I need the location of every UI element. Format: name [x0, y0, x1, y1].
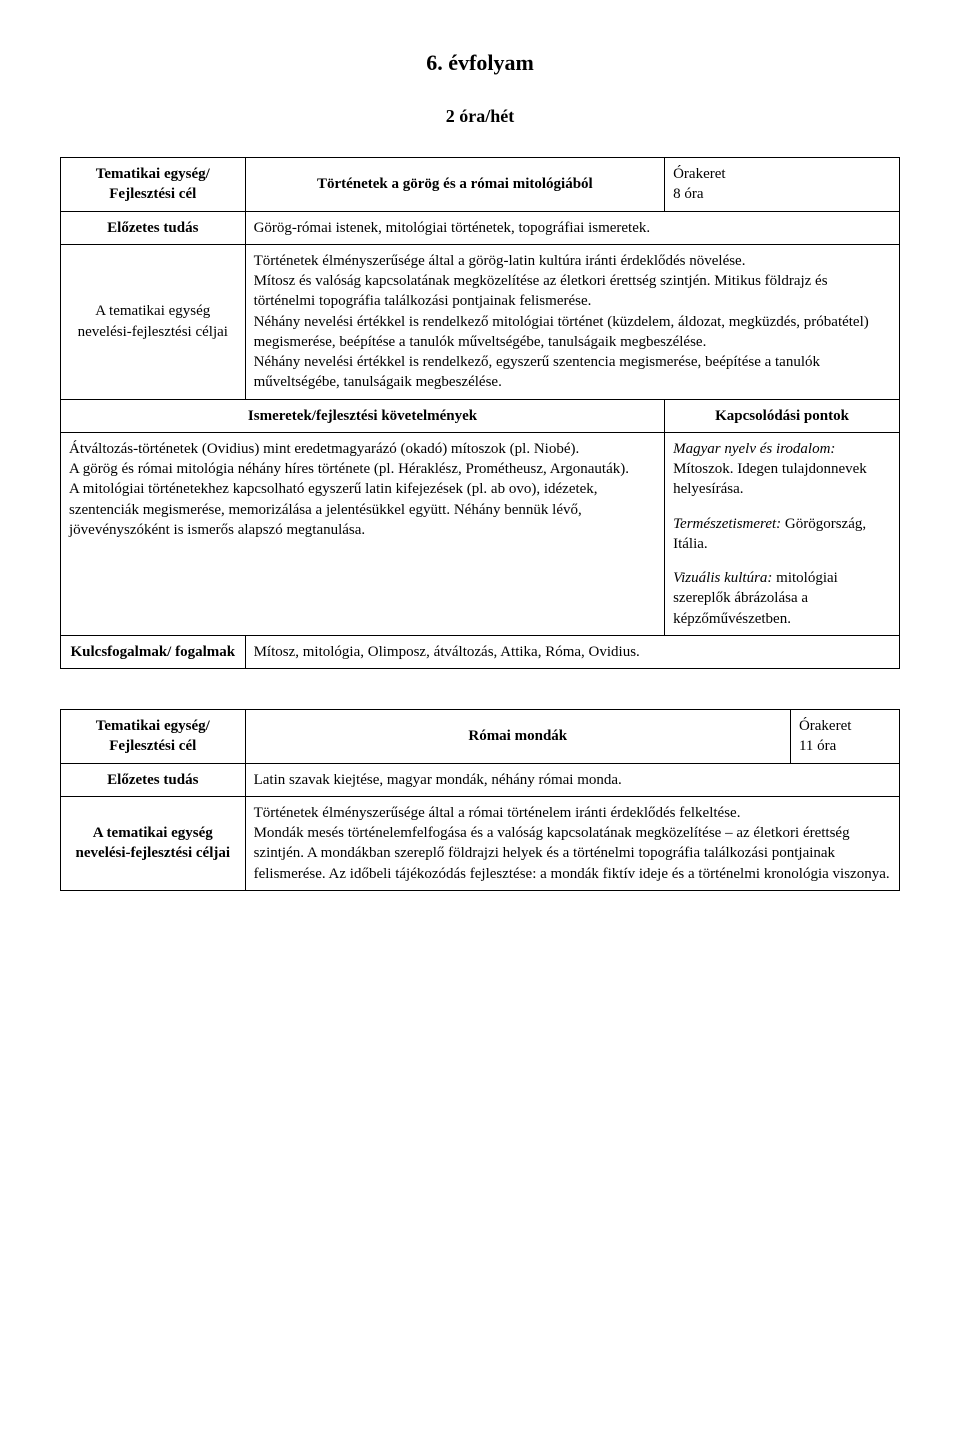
t2-row3-label: A tematikai egység nevelési-fejlesztési …	[61, 796, 246, 890]
t1-row1-orakeret: Órakeret 8 óra	[665, 158, 900, 212]
t1-row6-label: Kulcsfogalmak/ fogalmak	[61, 635, 246, 668]
page-title: 6. évfolyam	[60, 50, 900, 76]
t1-row2-content: Görög-római istenek, mitológiai történet…	[245, 211, 899, 244]
page-subtitle: 2 óra/hét	[60, 106, 900, 127]
t1-row6-content: Mítosz, mitológia, Olimposz, átváltozás,…	[245, 635, 899, 668]
t1-row3-content: Történetek élményszerűsége által a görög…	[245, 244, 899, 399]
t2-row1-orakeret: Órakeret 11 óra	[790, 710, 899, 764]
t2-row2-content: Latin szavak kiejtése, magyar mondák, né…	[245, 763, 899, 796]
t1-row2-label: Előzetes tudás	[61, 211, 246, 244]
t1-orakeret-value: 8 óra	[673, 186, 703, 202]
t1-row5-left: Átváltozás-történetek (Ovidius) mint ere…	[61, 432, 665, 635]
t1-row3-label: A tematikai egység nevelési-fejlesztési …	[61, 244, 246, 399]
t1-row4-header-right: Kapcsolódási pontok	[665, 399, 900, 432]
t2-row3-content: Történetek élményszerűsége által a római…	[245, 796, 899, 890]
curriculum-table-2: Tematikai egység/ Fejlesztési cél Római …	[60, 709, 900, 891]
t2-orakeret-value: 11 óra	[799, 738, 836, 754]
t2-row1-title: Római mondák	[245, 710, 790, 764]
t2-orakeret-label: Órakeret	[799, 718, 851, 734]
t1-row1-label: Tematikai egység/ Fejlesztési cél	[61, 158, 246, 212]
t2-row2-label: Előzetes tudás	[61, 763, 246, 796]
t2-row1-label: Tematikai egység/ Fejlesztési cél	[61, 710, 246, 764]
t1-row4-header-left: Ismeretek/fejlesztési követelmények	[61, 399, 665, 432]
curriculum-table-1: Tematikai egység/ Fejlesztési cél Történ…	[60, 157, 900, 669]
t1-row1-title: Történetek a görög és a római mitológiáb…	[245, 158, 665, 212]
t1-row5-right: Magyar nyelv és irodalom: Mítoszok. Ideg…	[665, 432, 900, 635]
t1-orakeret-label: Órakeret	[673, 166, 725, 182]
